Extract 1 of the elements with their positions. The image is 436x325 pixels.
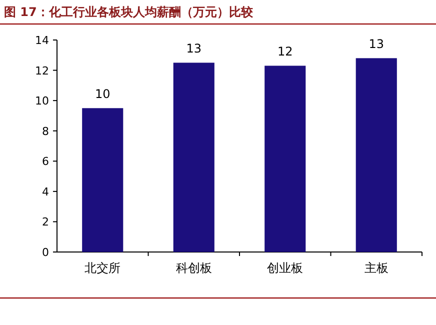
title: 图 17：化工行业各板块人均薪酬（万元）比较 [4, 5, 253, 19]
